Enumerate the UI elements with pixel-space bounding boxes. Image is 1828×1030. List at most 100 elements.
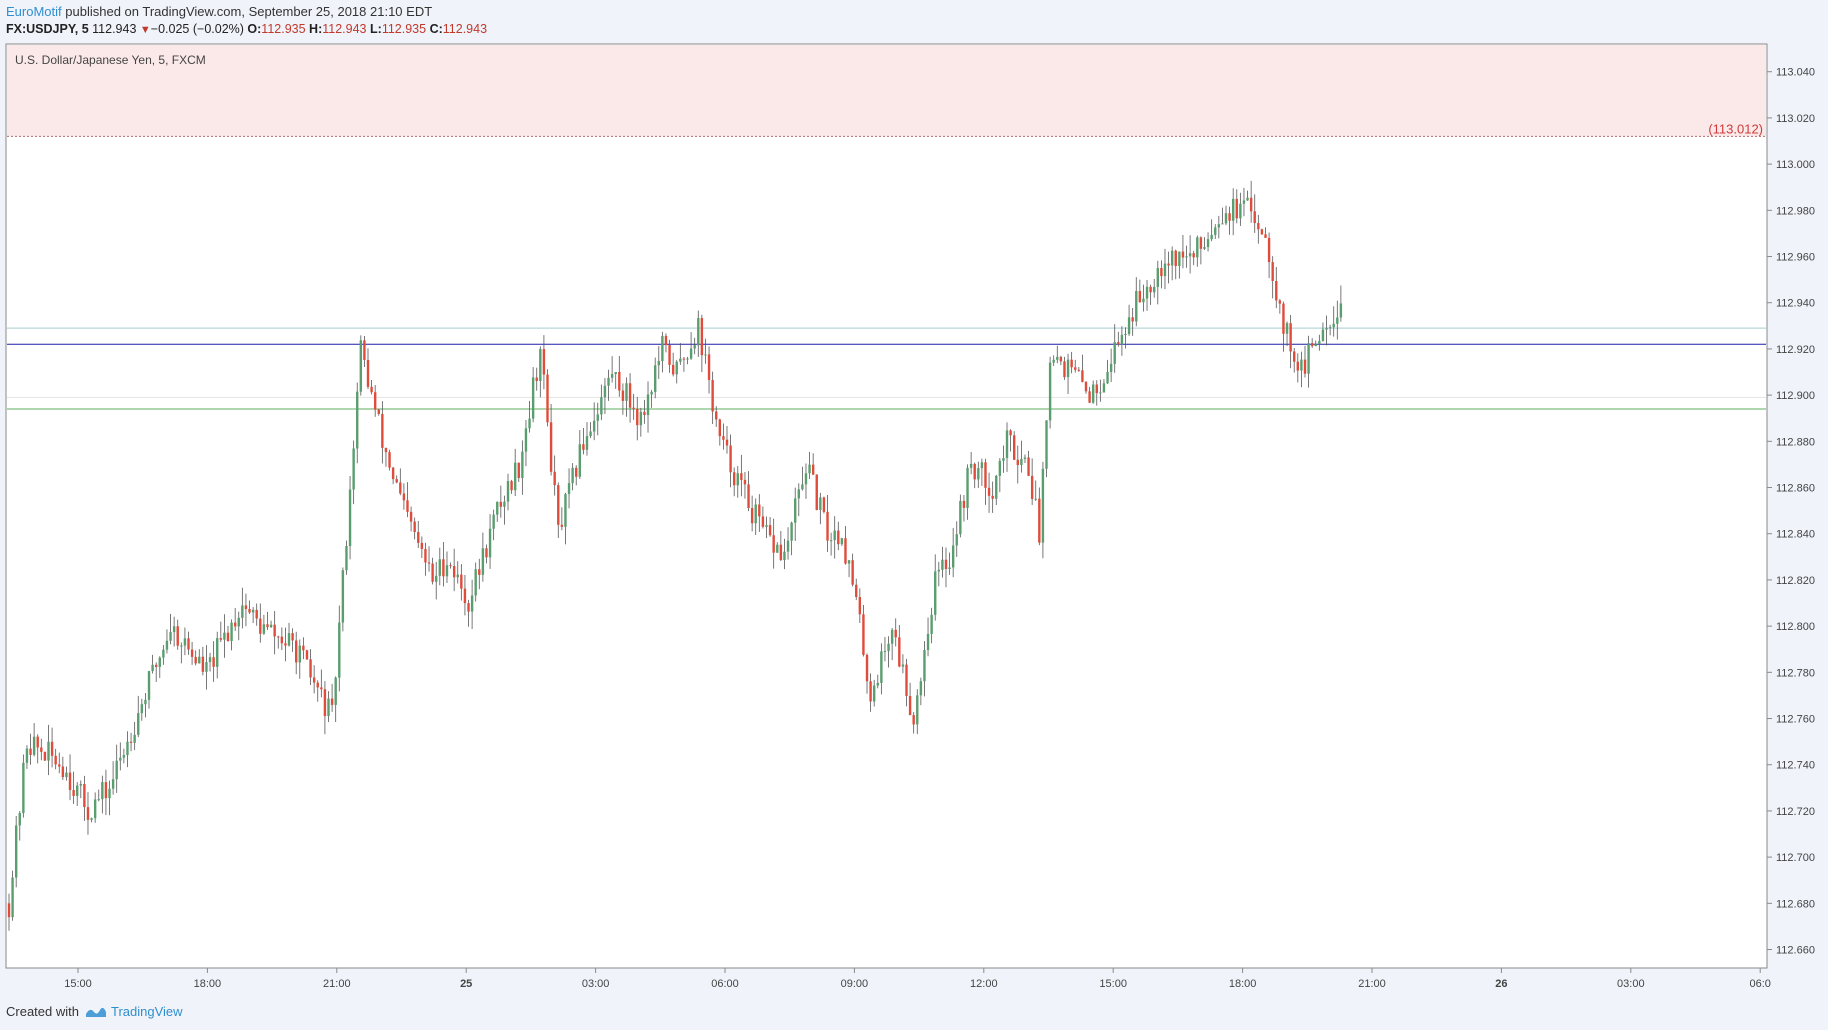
candle-body — [607, 377, 610, 386]
candle-body — [244, 605, 248, 609]
candle-body — [689, 348, 693, 359]
candle-body — [1034, 498, 1037, 500]
candle-body — [1203, 247, 1206, 249]
candle-body — [154, 664, 158, 667]
candle-body — [277, 636, 280, 638]
candle-body — [61, 766, 65, 778]
candle-body — [592, 420, 596, 432]
candle-body — [248, 608, 251, 613]
candle-body — [1314, 344, 1317, 347]
plot-area[interactable] — [5, 43, 1768, 969]
candle-body — [1246, 197, 1249, 201]
candle-body — [205, 662, 208, 672]
candle-body — [1296, 361, 1300, 371]
candle-body — [399, 482, 402, 494]
x-tick-label: 09:00 — [841, 978, 869, 990]
candle-body — [1142, 298, 1145, 303]
candle-body — [837, 530, 840, 545]
candle-body — [916, 695, 919, 725]
tradingview-link[interactable]: TradingView — [85, 1004, 183, 1019]
candle-body — [1221, 223, 1224, 225]
candle-body — [1081, 370, 1084, 382]
symbol-label: FX:USDJPY, 5 — [6, 22, 89, 36]
candle-body — [804, 473, 808, 485]
close-value: 112.943 — [442, 22, 488, 36]
candle-body — [1023, 457, 1027, 459]
candle-body — [470, 595, 474, 612]
price-chart[interactable]: (113.012) U.S. Dollar/Japanese Yen, 5, F… — [0, 0, 1828, 1000]
y-tick-label: 112.980 — [1776, 205, 1815, 217]
candle-body — [862, 614, 865, 655]
candle-body — [334, 677, 337, 705]
candle-body — [923, 649, 926, 682]
candle-body — [1117, 342, 1120, 345]
candle-body — [585, 436, 589, 450]
candle-body — [1239, 203, 1242, 219]
candle-body — [833, 530, 836, 541]
candle-body — [887, 643, 890, 652]
candle-body — [934, 571, 937, 615]
candle-body — [1145, 286, 1149, 299]
author-link[interactable]: EuroMotif — [6, 4, 62, 19]
candle-body — [1163, 263, 1167, 277]
price-change: −0.025 (−0.02%) — [150, 22, 244, 36]
candle-body — [302, 645, 305, 651]
candle-body — [851, 560, 854, 585]
x-tick-label: 06:0 — [1749, 978, 1770, 990]
candle-body — [122, 755, 126, 758]
candle-body — [517, 462, 520, 479]
y-tick-label: 112.860 — [1776, 483, 1815, 495]
candle-body — [786, 540, 790, 552]
candle-body — [269, 624, 273, 628]
candle-body — [657, 361, 660, 366]
candle-body — [435, 575, 438, 582]
candle-body — [183, 638, 187, 646]
candle-body — [309, 659, 312, 678]
candle-body — [1214, 227, 1217, 235]
candle-body — [1135, 290, 1138, 322]
candle-body — [600, 397, 603, 415]
candle-body — [872, 685, 876, 702]
y-tick-label: 112.780 — [1776, 667, 1815, 679]
candle-body — [226, 632, 230, 641]
candle-body — [1009, 430, 1012, 436]
candle-body — [639, 411, 643, 426]
candle-body — [1102, 383, 1106, 393]
candle-body — [1095, 384, 1098, 394]
candle-body — [1242, 200, 1246, 204]
publish-info: EuroMotif published on TradingView.com, … — [6, 4, 432, 19]
candle-body — [628, 383, 632, 408]
candle-body — [1120, 334, 1124, 345]
y-tick-label: 112.960 — [1776, 252, 1815, 264]
close-label: C: — [429, 22, 443, 36]
candle-body — [460, 574, 463, 589]
candle-body — [847, 560, 851, 564]
candle-body — [876, 682, 879, 686]
candle-body — [779, 544, 783, 560]
tradingview-logo-icon — [85, 1007, 106, 1017]
candle-body — [654, 365, 657, 392]
candle-body — [83, 783, 86, 808]
candle-body — [829, 540, 833, 542]
candle-body — [287, 633, 291, 646]
y-tick-label: 112.660 — [1776, 945, 1815, 957]
candle-body — [883, 651, 887, 653]
candle-body — [352, 448, 355, 490]
y-tick-label: 113.040 — [1776, 67, 1815, 79]
candle-body — [661, 335, 664, 362]
candle-body — [474, 569, 477, 596]
high-label: H: — [309, 22, 323, 36]
candle-body — [1257, 223, 1260, 230]
candle-body — [1325, 327, 1328, 330]
candle-body — [1045, 420, 1048, 469]
candle-body — [402, 493, 406, 501]
x-tick-label: 25 — [460, 978, 472, 990]
candle-body — [492, 514, 495, 529]
candle-body — [790, 522, 793, 541]
candle-body — [535, 377, 538, 382]
candle-body — [1106, 371, 1109, 384]
candle-body — [496, 501, 499, 515]
candle-body — [621, 390, 625, 401]
candle-body — [223, 632, 226, 640]
candle-body — [750, 508, 754, 524]
